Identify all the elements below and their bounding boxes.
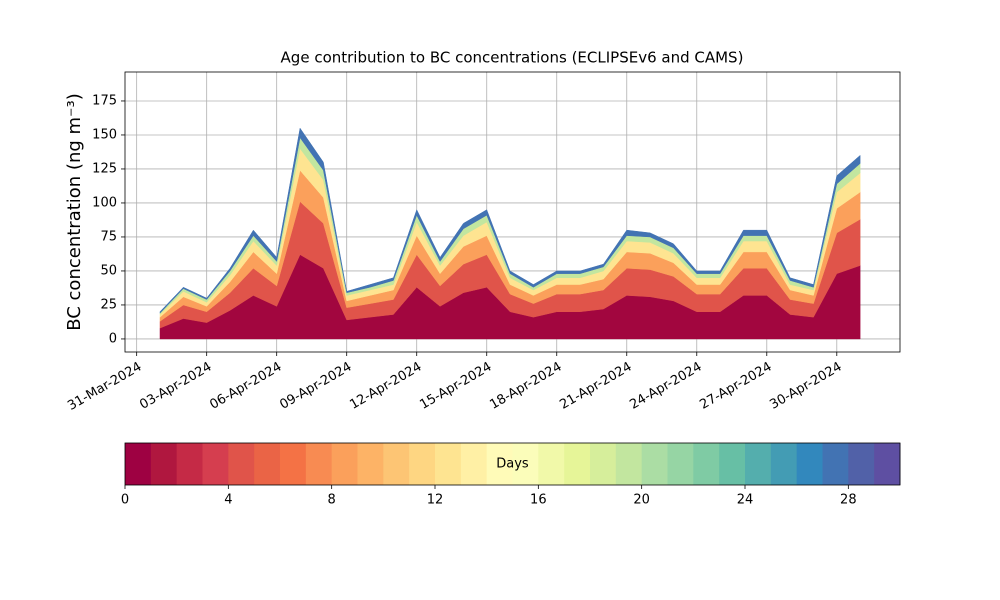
colorbar-bin [331, 443, 358, 485]
colorbar-bin [460, 443, 488, 485]
plot-frame [124, 71, 901, 353]
chart-title: Age contribution to BC concentrations (E… [281, 49, 744, 67]
colorbar-label: Days [496, 457, 529, 472]
x-tick-label: 12-Apr-2024 [347, 360, 424, 413]
x-tick-label: 09-Apr-2024 [277, 360, 354, 413]
colorbar-bin [435, 443, 462, 485]
y-axis-label: BC concentration (ng m⁻³) [64, 93, 85, 331]
colorbar-tick-label: 16 [530, 493, 547, 508]
colorbar-bin [822, 443, 849, 485]
colorbar-bin [615, 443, 643, 485]
colorbar-bin [745, 443, 772, 485]
colorbar-tick-label: 28 [840, 493, 857, 508]
colorbar-frame [124, 442, 901, 486]
colorbar-bin [383, 443, 410, 485]
x-tick-label: 15-Apr-2024 [417, 360, 494, 413]
x-tick-label: 27-Apr-2024 [697, 360, 774, 413]
colorbar-bin [486, 443, 513, 485]
colorbar-bin [280, 443, 307, 485]
colorbar-tick-label: 24 [737, 493, 754, 508]
y-tick-label: 150 [92, 127, 117, 142]
y-tick-label: 125 [92, 161, 117, 176]
colorbar-bin [150, 443, 178, 485]
colorbar-tick-label: 0 [121, 493, 129, 508]
colorbar-tick-label: 12 [427, 493, 444, 508]
x-tick-label: 06-Apr-2024 [207, 360, 284, 413]
colorbar-tick-label: 20 [633, 493, 650, 508]
colorbar-bin [564, 443, 591, 485]
colorbar-bin [848, 443, 875, 485]
x-tick-label: 24-Apr-2024 [627, 360, 704, 413]
colorbar-bin [228, 443, 255, 485]
y-tick-label: 75 [100, 229, 117, 244]
x-tick-label: 21-Apr-2024 [557, 360, 634, 413]
colorbar-bin [176, 443, 203, 485]
colorbar-bin [590, 443, 617, 485]
y-tick-label: 100 [92, 195, 117, 210]
x-tick-label: 30-Apr-2024 [767, 360, 844, 413]
colorbar-tick-label: 8 [328, 493, 336, 508]
x-tick-label: 18-Apr-2024 [487, 360, 564, 413]
colorbar-bin [357, 443, 384, 485]
colorbar-bin [202, 443, 229, 485]
colorbar-bin [719, 443, 746, 485]
y-tick-label: 50 [100, 263, 117, 278]
y-tick-label: 25 [100, 297, 117, 312]
y-tick-label: 175 [92, 93, 117, 108]
x-tick-label: 31-Mar-2024 [65, 360, 144, 414]
colorbar-bin [796, 443, 823, 485]
colorbar-bin [409, 443, 436, 485]
colorbar-bin [874, 443, 901, 485]
colorbar-bin [305, 443, 333, 485]
colorbar-tick-label: 4 [224, 493, 232, 508]
colorbar-bin [538, 443, 565, 485]
y-tick-label: 0 [109, 331, 117, 346]
colorbar-bin [693, 443, 720, 485]
area [159, 127, 861, 314]
colorbar-bin [512, 443, 539, 485]
colorbar-bin [770, 443, 798, 485]
colorbar-bin [667, 443, 694, 485]
colorbar-bin [254, 443, 281, 485]
colorbar-bin [641, 443, 668, 485]
x-tick-label: 03-Apr-2024 [137, 360, 214, 413]
colorbar-bin [125, 443, 152, 485]
